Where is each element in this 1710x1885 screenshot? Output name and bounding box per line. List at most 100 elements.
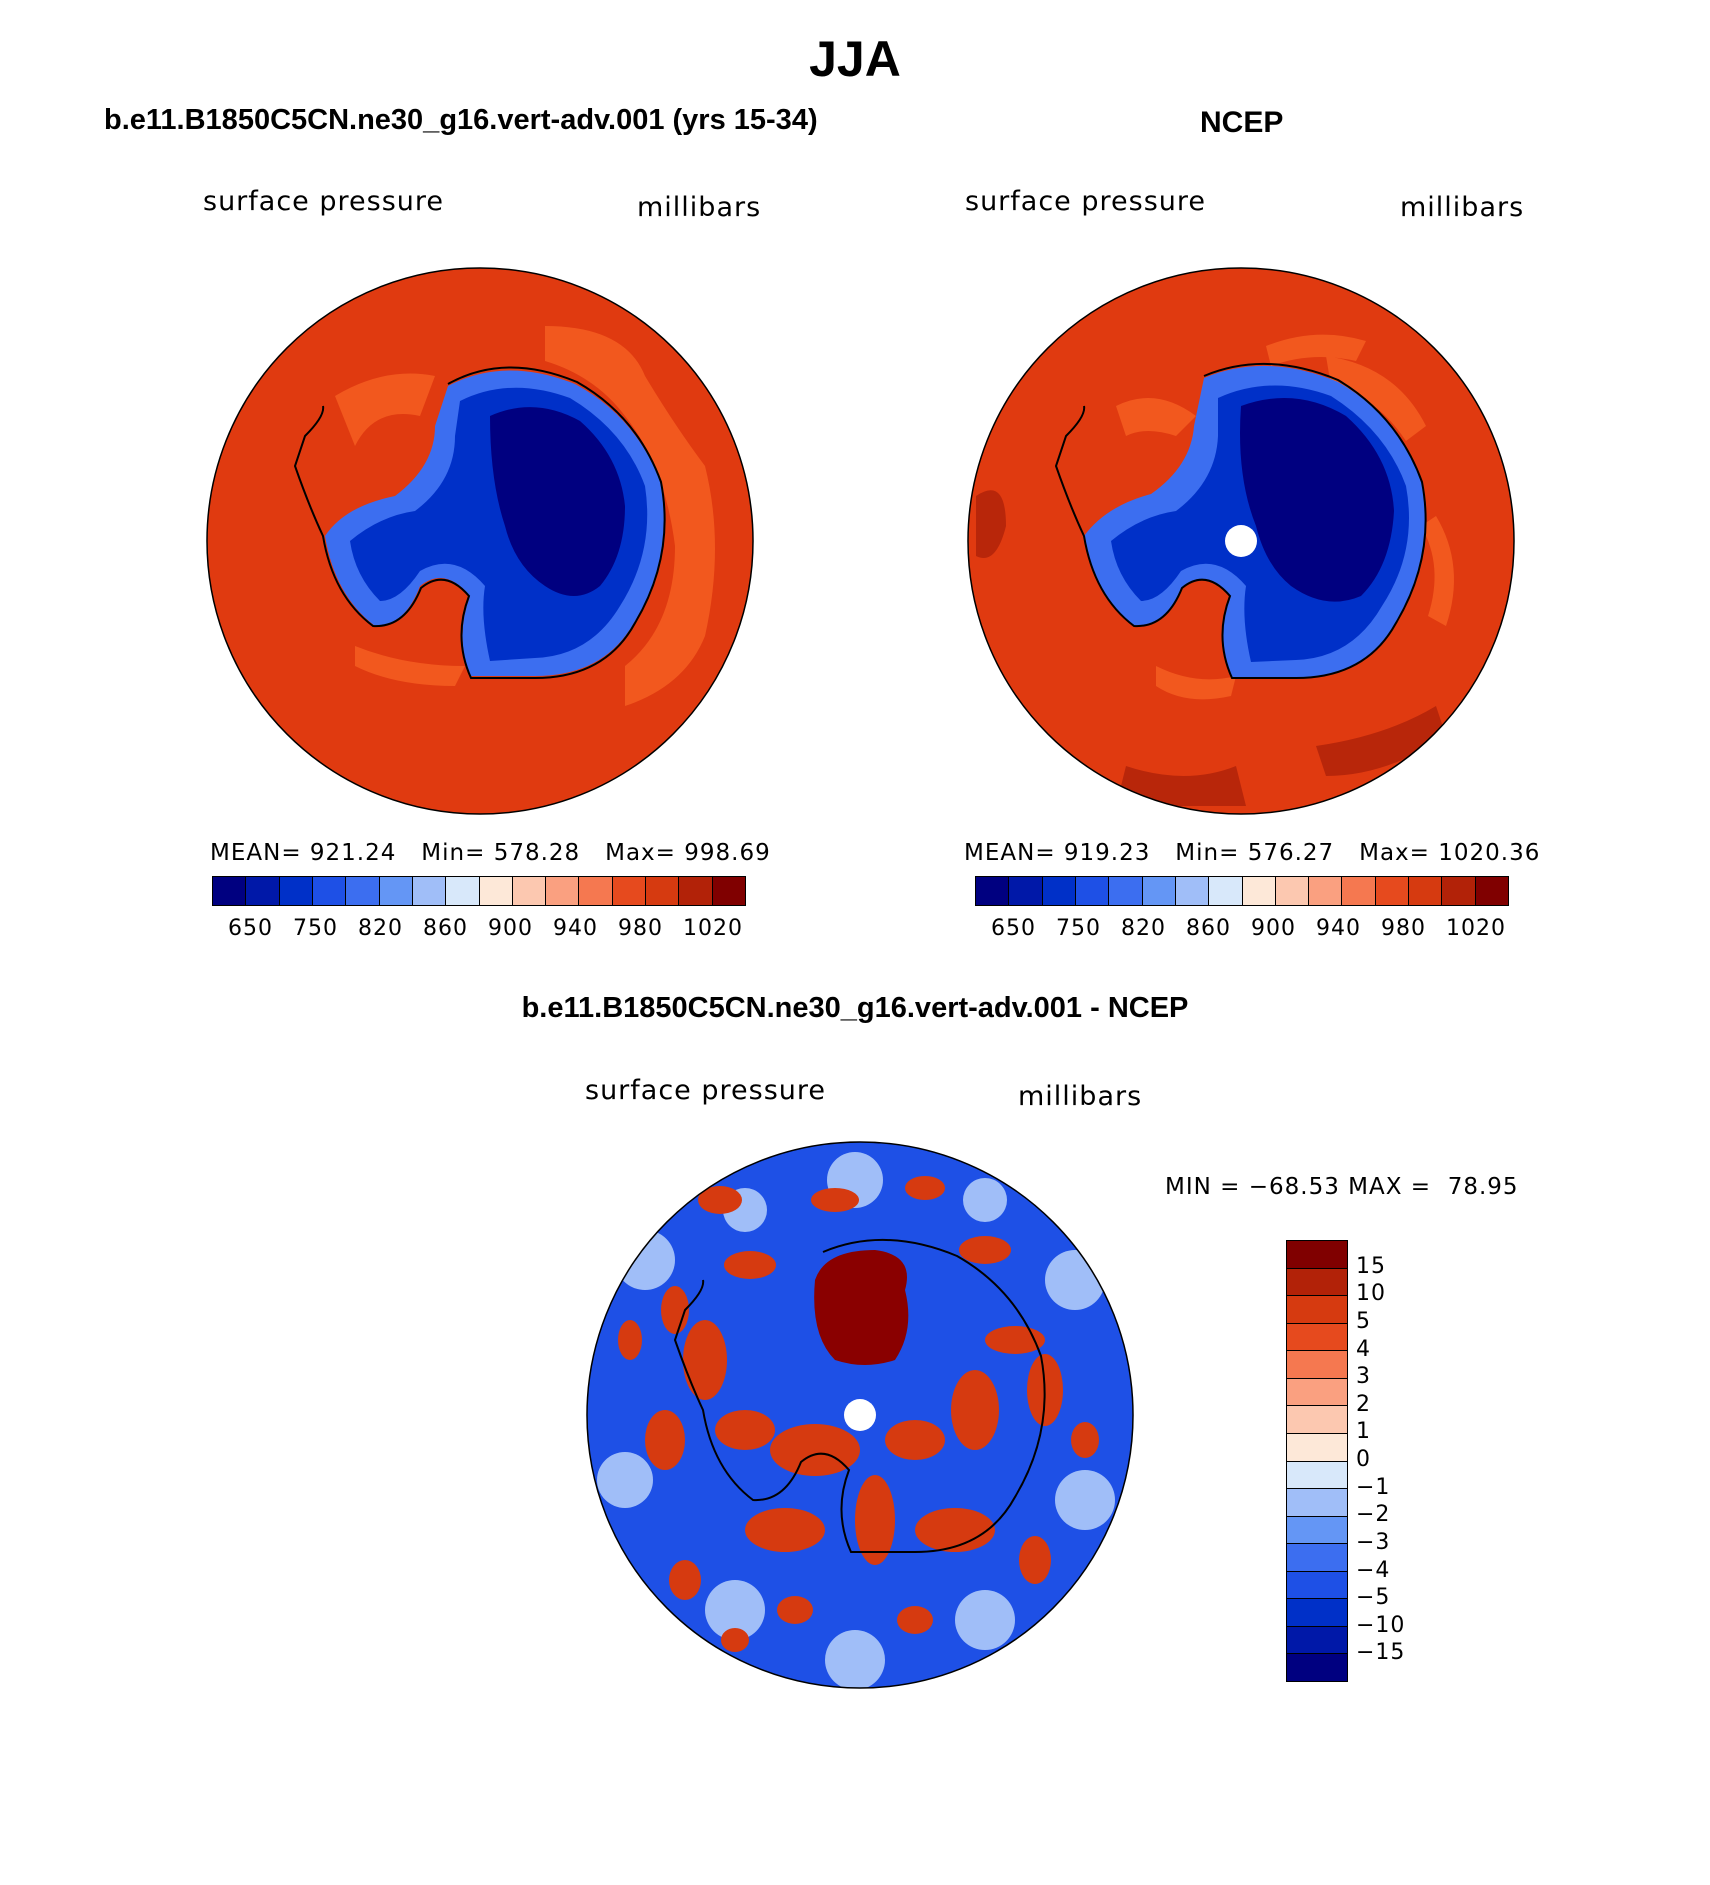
panel-1-map (206, 267, 754, 815)
colorbar-swatch (1287, 1626, 1347, 1655)
colorbar-swatch (246, 877, 280, 905)
colorbar-label: 980 (1381, 916, 1426, 941)
colorbar-swatch (1042, 877, 1076, 905)
colorbar-swatch (579, 877, 613, 905)
colorbar-swatch (512, 877, 547, 905)
colorbar-swatch (1109, 877, 1143, 905)
colorbar-swatch (479, 877, 513, 905)
panel-3-colorbar (1286, 1240, 1348, 1682)
colorbar-swatch (1287, 1296, 1347, 1324)
colorbar-swatch (1287, 1433, 1347, 1462)
colorbar-swatch (1475, 877, 1508, 905)
colorbar-swatch (1287, 1544, 1347, 1572)
colorbar-label: 1020 (683, 916, 743, 941)
colorbar-label: 820 (358, 916, 403, 941)
colorbar-swatch (1175, 877, 1210, 905)
colorbar-label: 940 (553, 916, 598, 941)
colorbar-label: 2 (1356, 1391, 1371, 1417)
colorbar-swatch (1275, 877, 1310, 905)
colorbar-label: 820 (1121, 916, 1166, 941)
panel-2-colorbar (975, 876, 1509, 906)
colorbar-swatch (712, 877, 745, 905)
colorbar-swatch (279, 877, 313, 905)
colorbar-label: 860 (423, 916, 468, 941)
panel-3-map (586, 1141, 1134, 1689)
colorbar-swatch (1287, 1461, 1347, 1490)
colorbar-label: 940 (1316, 916, 1361, 941)
colorbar-swatch (412, 877, 447, 905)
colorbar-swatch (646, 877, 680, 905)
colorbar-swatch (1287, 1241, 1347, 1269)
colorbar-swatch (1287, 1323, 1347, 1352)
panel-2-units: millibars (1400, 192, 1525, 223)
panel-3-units: millibars (1018, 1081, 1143, 1112)
colorbar-label: 4 (1356, 1336, 1371, 1362)
panel-3-colorbar-labels: 15 10 5 4 3 2 1 0 −1 −2 −3 −4 −5 −10 −15 (1356, 1240, 1476, 1682)
colorbar-swatch (1287, 1406, 1347, 1434)
colorbar-label: −10 (1356, 1612, 1406, 1638)
colorbar-swatch (1309, 877, 1343, 905)
colorbar-swatch (1142, 877, 1176, 905)
panel-1-stats: MEAN= 921.24 Min= 578.28 Max= 998.69 (210, 840, 771, 866)
colorbar-swatch (1375, 877, 1410, 905)
colorbar-label: 3 (1356, 1364, 1371, 1390)
panel-1-variable: surface pressure (203, 186, 444, 217)
colorbar-label: 860 (1186, 916, 1231, 941)
colorbar-swatch (546, 877, 580, 905)
colorbar-label: 650 (991, 916, 1036, 941)
panel-2-map (967, 267, 1515, 815)
colorbar-swatch (1287, 1654, 1347, 1681)
panel-1-colorbar-labels: 650 750 820 860 900 940 980 1020 (228, 916, 743, 941)
colorbar-swatch (1287, 1268, 1347, 1297)
colorbar-swatch (1242, 877, 1276, 905)
colorbar-label: 5 (1356, 1308, 1371, 1334)
colorbar-swatch (679, 877, 713, 905)
panel-2-stats: MEAN= 919.23 Min= 576.27 Max= 1020.36 (964, 840, 1541, 866)
colorbar-swatch (1287, 1351, 1347, 1379)
panel-1-units: millibars (637, 192, 762, 223)
colorbar-label: 1 (1356, 1419, 1371, 1445)
colorbar-label: 10 (1356, 1281, 1386, 1307)
colorbar-swatch (1209, 877, 1243, 905)
colorbar-swatch (612, 877, 647, 905)
colorbar-label: −2 (1356, 1502, 1391, 1528)
panel-2-title: NCEP (1200, 106, 1284, 139)
colorbar-label: 650 (228, 916, 273, 941)
colorbar-swatch (213, 877, 247, 905)
colorbar-swatch (1287, 1571, 1347, 1600)
colorbar-swatch (1342, 877, 1376, 905)
colorbar-swatch (346, 877, 380, 905)
colorbar-label: 0 (1356, 1447, 1371, 1472)
colorbar-swatch (379, 877, 413, 905)
colorbar-label: −4 (1356, 1557, 1391, 1583)
colorbar-swatch (446, 877, 480, 905)
colorbar-swatch (1009, 877, 1043, 905)
colorbar-swatch (1287, 1516, 1347, 1545)
panel-3-stats: MIN = −68.53 MAX = 78.95 (1165, 1174, 1519, 1200)
colorbar-label: −15 (1356, 1640, 1406, 1666)
colorbar-label: −1 (1356, 1474, 1391, 1500)
panel-2-variable: surface pressure (965, 186, 1206, 217)
colorbar-label: 980 (618, 916, 663, 941)
colorbar-label: −5 (1356, 1585, 1391, 1611)
colorbar-swatch (312, 877, 347, 905)
colorbar-label: 750 (1056, 916, 1101, 941)
colorbar-label: 750 (293, 916, 338, 941)
panel-2-colorbar-labels: 650 750 820 860 900 940 980 1020 (991, 916, 1506, 941)
colorbar-swatch (1409, 877, 1443, 905)
colorbar-label: −3 (1356, 1529, 1391, 1555)
colorbar-swatch (1442, 877, 1476, 905)
colorbar-label: 1020 (1446, 916, 1506, 941)
colorbar-swatch (1075, 877, 1110, 905)
colorbar-swatch (976, 877, 1010, 905)
colorbar-swatch (1287, 1378, 1347, 1407)
panel-1-colorbar (212, 876, 746, 906)
colorbar-swatch (1287, 1599, 1347, 1627)
figure-title: JJA (809, 31, 901, 87)
panel-3-title: b.e11.B1850C5CN.ne30_g16.vert-adv.001 - … (521, 992, 1189, 1024)
colorbar-label: 900 (1251, 916, 1296, 941)
panel-1-title: b.e11.B1850C5CN.ne30_g16.vert-adv.001 (y… (104, 104, 818, 136)
panel-3-variable: surface pressure (585, 1075, 826, 1106)
colorbar-label: 15 (1356, 1253, 1386, 1279)
colorbar-label: 900 (488, 916, 533, 941)
